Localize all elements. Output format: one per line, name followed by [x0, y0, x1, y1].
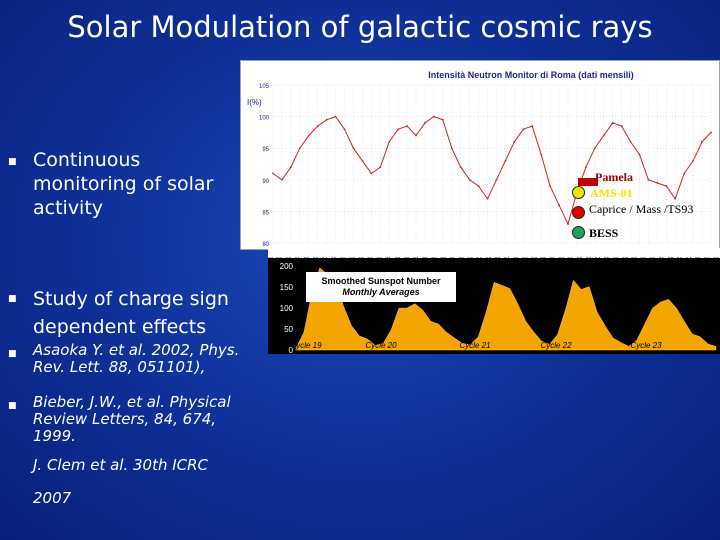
y-tick-label: 100 [280, 304, 294, 313]
data-point [397, 128, 400, 131]
data-point [602, 134, 605, 137]
legend-ams01: AMS-01 [590, 186, 633, 200]
square-bullet-icon: ■ [8, 349, 17, 359]
year-axis-strip: 5859606162636465666768697071727374757677… [267, 248, 720, 263]
y-tick-label: 50 [284, 325, 293, 334]
sunspot-title-line2: Monthly Averages [342, 287, 419, 297]
square-bullet-icon: ■ [8, 401, 17, 411]
legend-caprice: Caprice / Mass /TS93 [589, 202, 694, 216]
y-tick-label: 95 [262, 147, 269, 153]
sunspot-area [295, 267, 717, 351]
cycle-label: Cycle 19 [290, 341, 322, 350]
data-point [567, 223, 569, 225]
bullet-text: Asaoka Y. et al. 2002, Phys. Rev. Lett. … [33, 341, 240, 376]
bullet-text: Continuous monitoring of solar activity [33, 149, 214, 219]
data-point [593, 147, 596, 150]
y-axis-label: I(%) [247, 98, 262, 107]
y-tick-label: 90 [262, 179, 269, 185]
y-tick-label: 85 [262, 210, 269, 216]
data-point [424, 122, 426, 124]
data-point [486, 197, 489, 200]
data-point [441, 118, 444, 121]
bullet-text: Bieber, J.W., et al. Physical Review Let… [33, 393, 231, 445]
y-tick-label: 100 [259, 116, 270, 122]
data-point [325, 118, 328, 121]
sunspot-chart: 200 150 100 50 0 Smoothed Sunspot Number Mon… [268, 258, 720, 354]
data-point [656, 182, 659, 184]
data-point [692, 159, 695, 162]
data-point [611, 122, 614, 124]
data-point [674, 197, 677, 200]
sunspot-chart-svg: 200 150 100 50 0 Smoothed Sunspot Number Mon… [280, 262, 717, 354]
bess-marker-icon [572, 226, 585, 239]
data-point [540, 153, 543, 156]
square-bullet-icon: ■ [8, 157, 17, 167]
sunspot-title-line1: Smoothed Sunspot Number [322, 276, 441, 286]
legend-bess: BESS [589, 226, 619, 240]
data-point [468, 178, 471, 181]
y-tick-label: 150 [280, 283, 294, 292]
data-point [504, 159, 507, 162]
data-point [522, 128, 525, 131]
data-point [307, 134, 310, 137]
data-point [665, 185, 668, 188]
bullet-text: Study of charge sign dependent effects [33, 288, 229, 338]
data-point [432, 115, 435, 118]
pamela-marker-icon [578, 178, 598, 186]
slide-title: Solar Modulation of galactic cosmic rays [67, 10, 653, 44]
data-point [459, 166, 462, 169]
neutron-series-line [272, 116, 712, 226]
cycle-label: Cycle 20 [365, 341, 397, 350]
data-point [406, 125, 408, 127]
data-point [495, 178, 498, 181]
data-point [647, 178, 650, 181]
ams01-marker-icon [572, 186, 585, 199]
reference-line: J. Clem et al. 30th ICRC [33, 456, 209, 474]
legend-pamela: Pamela [595, 170, 633, 184]
data-point [316, 125, 319, 127]
neutron-monitor-chart: Intensità Neutron Monitor di Roma (dati … [240, 60, 720, 250]
data-point [558, 204, 560, 206]
data-point [415, 134, 417, 137]
caprice-marker-icon [572, 206, 585, 219]
data-point [584, 166, 587, 169]
cycle-label: Cycle 21 [459, 341, 490, 350]
cycle-label: Cycle 22 [540, 341, 572, 350]
data-point [289, 166, 292, 169]
data-point [620, 125, 623, 127]
data-point [683, 172, 686, 175]
data-point [352, 147, 355, 150]
data-point [638, 153, 641, 156]
data-point [298, 147, 301, 150]
data-point [343, 128, 346, 131]
data-point [370, 172, 373, 175]
chart-title: Intensità Neutron Monitor di Roma (dati … [428, 70, 634, 80]
cycle-label: Cycle 23 [630, 341, 662, 350]
data-point [477, 185, 480, 188]
y-tick-label: 80 [262, 242, 269, 248]
data-point [272, 172, 274, 175]
reference-year: 2007 [33, 489, 72, 507]
data-point [513, 140, 516, 143]
data-point [388, 140, 391, 143]
data-point [549, 185, 552, 188]
data-point [281, 178, 283, 181]
data-point [531, 125, 534, 127]
data-point [701, 140, 703, 143]
y-tick-label: 105 [259, 84, 270, 90]
data-point [361, 159, 364, 162]
data-point [629, 140, 632, 143]
neutron-chart-svg: Intensità Neutron Monitor di Roma (dati … [247, 70, 712, 248]
data-point [379, 166, 382, 169]
data-point [450, 147, 453, 150]
y-tick-label: 0 [289, 346, 294, 354]
square-bullet-icon: ■ [8, 294, 17, 304]
sunspot-title-box [306, 272, 456, 302]
y-tick-label: 200 [280, 262, 294, 271]
data-point [710, 131, 712, 134]
data-point [334, 115, 337, 118]
